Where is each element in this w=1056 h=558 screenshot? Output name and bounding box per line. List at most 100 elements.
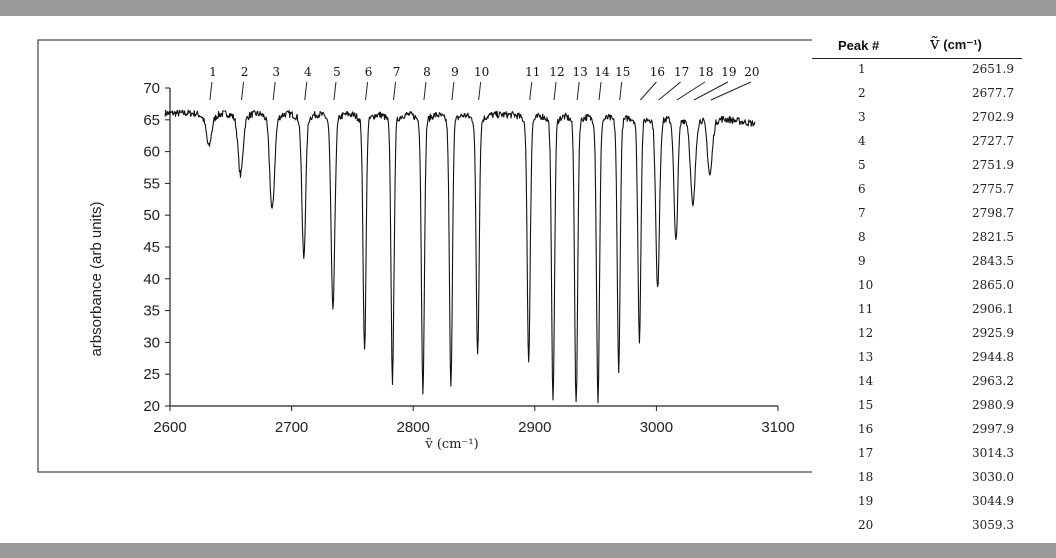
- peak-number-cell: 12: [858, 326, 874, 340]
- peak-pointer: [209, 81, 213, 101]
- table-row: 15 2980.9: [812, 398, 1032, 418]
- chart-axes: 2600 2700 2800 2900 3000 3100 20 25 30 35 40 45 50 55…: [143, 80, 794, 436]
- peak-pointer: [241, 81, 245, 101]
- x-tick-label: 2700: [275, 419, 308, 436]
- table-row: 10 2865.0: [812, 278, 1032, 298]
- peak-label: 14: [594, 65, 610, 79]
- peak-number-cell: 5: [858, 158, 866, 172]
- wavenumber-cell: 2677.7: [972, 86, 1014, 100]
- table-row: 8 2821.5: [812, 230, 1032, 250]
- peak-pointer: [553, 81, 557, 101]
- peak-label: 9: [451, 65, 459, 79]
- peak-label: 12: [549, 65, 564, 79]
- peak-number-cell: 16: [858, 422, 874, 436]
- peak-label: 11: [525, 65, 540, 79]
- table-row: 9 2843.5: [812, 254, 1032, 274]
- wavenumber-cell: 3014.3: [972, 446, 1014, 460]
- y-tick-label: 70: [143, 80, 160, 97]
- peak-number-cell: 20: [858, 518, 874, 532]
- peak-label: 16: [650, 65, 665, 79]
- peak-pointer: [393, 81, 397, 101]
- peak-number-cell: 6: [858, 182, 866, 196]
- peak-pointer: [693, 81, 729, 101]
- wavenumber-cell: 2651.9: [972, 62, 1014, 76]
- peak-label: 2: [241, 65, 249, 79]
- peak-pointer: [272, 81, 276, 101]
- peak-number-cell: 3: [858, 110, 866, 124]
- peak-label: 15: [615, 65, 630, 79]
- bottom-band: [0, 543, 1056, 558]
- table-row: 20 3059.3: [812, 518, 1032, 538]
- peak-label: 1: [209, 65, 217, 79]
- header-peak-number: Peak #: [838, 38, 880, 53]
- table-row: 17 3014.3: [812, 446, 1032, 466]
- peak-label: 7: [393, 65, 401, 79]
- table-row: 6 2775.7: [812, 182, 1032, 202]
- peak-label: 18: [698, 65, 713, 79]
- wavenumber-cell: 2775.7: [972, 182, 1014, 196]
- peak-label: 20: [744, 65, 759, 79]
- peak-number-cell: 2: [858, 86, 866, 100]
- wavenumber-cell: 2997.9: [972, 422, 1014, 436]
- wavenumber-cell: 3030.0: [972, 470, 1014, 484]
- table-row: 3 2702.9: [812, 110, 1032, 130]
- spectrum-chart: 2600 2700 2800 2900 3000 31002025303540455055…: [37, 39, 812, 473]
- peak-number-cell: 13: [858, 350, 874, 364]
- x-tick-label: 3000: [640, 419, 673, 436]
- x-tick-label: 3100: [761, 419, 794, 436]
- wavenumber-cell: 2798.7: [972, 206, 1014, 220]
- wavenumber-cell: 2821.5: [972, 230, 1014, 244]
- peak-pointer: [598, 81, 602, 101]
- peak-number-cell: 4: [858, 134, 866, 148]
- y-tick-label: 45: [143, 239, 160, 256]
- peak-pointer: [478, 81, 482, 101]
- y-tick-label: 60: [143, 144, 160, 161]
- table-row: 16 2997.9: [812, 422, 1032, 442]
- peak-pointer: [423, 81, 427, 101]
- table-row: 19 3044.9: [812, 494, 1032, 514]
- wavenumber-cell: 2751.9: [972, 158, 1014, 172]
- y-tick-label: 55: [143, 175, 160, 192]
- peak-number-cell: 11: [858, 302, 874, 316]
- peak-number-cell: 9: [858, 254, 866, 268]
- x-tick-label: 2600: [153, 419, 186, 436]
- peak-pointer: [658, 81, 681, 101]
- peak-pointer: [619, 81, 623, 101]
- wavenumber-cell: 2925.9: [972, 326, 1014, 340]
- peak-label: 6: [365, 65, 373, 79]
- wavenumber-unit: (cm⁻¹): [943, 37, 982, 52]
- table-row: 11 2906.1: [812, 302, 1032, 322]
- peak-pointer: [333, 81, 337, 101]
- peak-label: 3: [272, 65, 280, 79]
- table-row: 4 2727.7: [812, 134, 1032, 154]
- table-row: 12 2925.9: [812, 326, 1032, 346]
- peak-number-cell: 14: [858, 374, 874, 388]
- y-tick-label: 30: [143, 334, 160, 351]
- y-tick-label: 20: [143, 398, 160, 415]
- wavenumber-symbol: ṽ: [930, 34, 940, 54]
- peak-pointer: [576, 81, 580, 101]
- wavenumber-cell: 2727.7: [972, 134, 1014, 148]
- x-tick-label: 2800: [397, 419, 430, 436]
- peak-pointer: [529, 81, 533, 101]
- wavenumber-cell: 2944.8: [972, 350, 1014, 364]
- y-tick-label: 25: [143, 366, 160, 383]
- wavenumber-cell: 3059.3: [972, 518, 1014, 532]
- peak-number-cell: 8: [858, 230, 866, 244]
- peak-pointer: [710, 81, 752, 101]
- wavenumber-cell: 3044.9: [972, 494, 1014, 508]
- table-row: 14 2963.2: [812, 374, 1032, 394]
- peak-label: 13: [573, 65, 588, 79]
- peak-number-cell: 15: [858, 398, 874, 412]
- peak-label: 5: [333, 65, 341, 79]
- table-row: 5 2751.9: [812, 158, 1032, 178]
- peak-pointer: [304, 81, 308, 101]
- peak-number-cell: 17: [858, 446, 874, 460]
- table-row: 7 2798.7: [812, 206, 1032, 226]
- peak-number-cell: 7: [858, 206, 866, 220]
- wavenumber-cell: 2865.0: [972, 278, 1014, 292]
- table-row: 1 2651.9: [812, 62, 1032, 82]
- peak-pointer: [676, 81, 706, 101]
- peak-table-header: Peak # ṽ (cm⁻¹): [812, 32, 1022, 59]
- table-row: 13 2944.8: [812, 350, 1032, 370]
